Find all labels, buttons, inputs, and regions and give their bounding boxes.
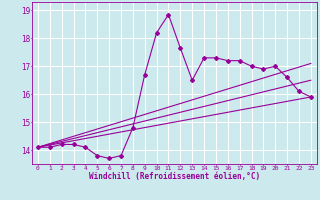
X-axis label: Windchill (Refroidissement éolien,°C): Windchill (Refroidissement éolien,°C) bbox=[89, 172, 260, 181]
